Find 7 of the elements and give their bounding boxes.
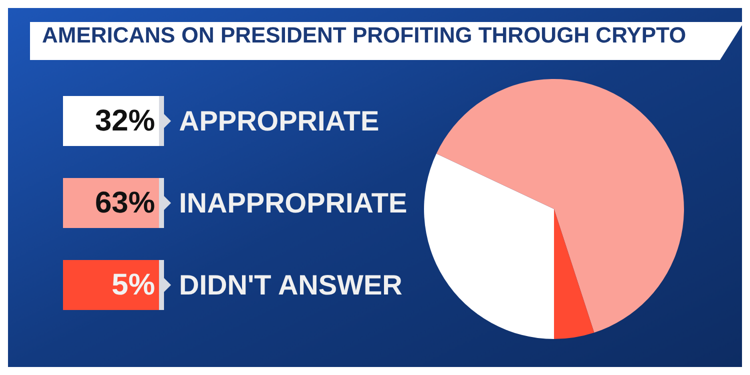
data-label: 63% [94, 186, 155, 220]
legend-label: APPROPRIATE [179, 106, 380, 136]
chart-title: AMERICANS ON PRESIDENT PROFITING THROUGH CRYPTO [42, 22, 686, 48]
data-label: 32% [94, 104, 155, 138]
legend-label: DIDN'T ANSWER [179, 270, 402, 300]
data-label: 5% [112, 268, 155, 302]
legend-label: INAPPROPRIATE [179, 188, 408, 218]
